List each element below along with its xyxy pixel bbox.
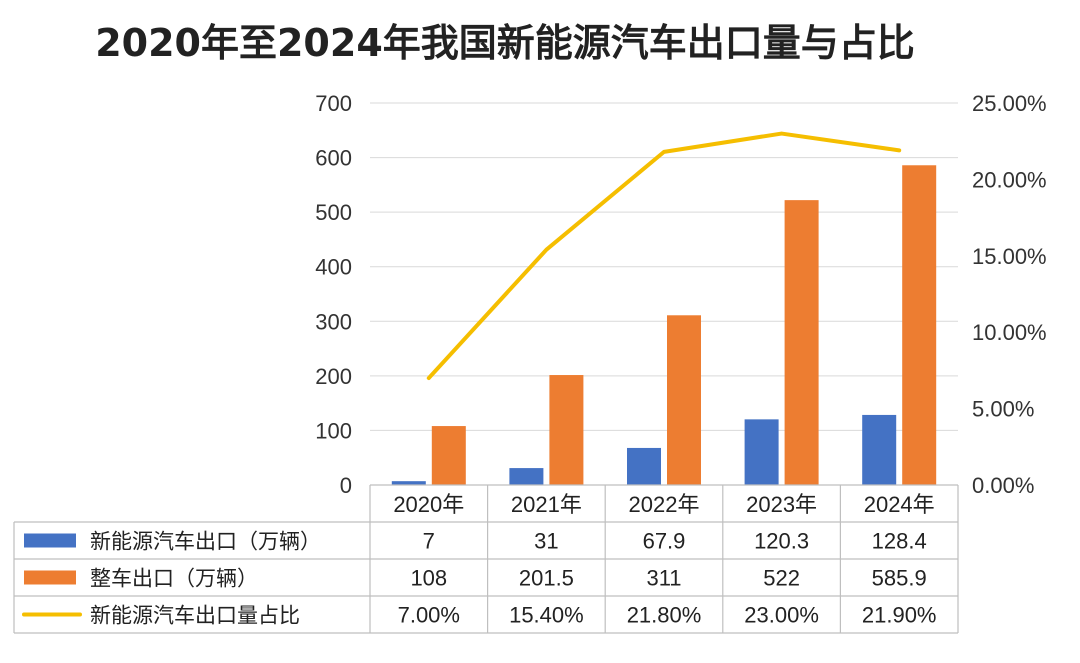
- bars: [391, 165, 937, 486]
- y-left-tick-label: 100: [315, 418, 352, 443]
- series-name: 新能源汽车出口（万辆）: [90, 530, 321, 554]
- data-label: 23.00%: [744, 603, 819, 628]
- bar: [902, 165, 937, 486]
- category-label: 2023年: [746, 492, 817, 517]
- gridlines: [370, 102, 958, 431]
- data-label: 311: [646, 566, 681, 591]
- bar: [431, 426, 466, 485]
- y-right-tick-label: 20.00%: [972, 167, 1047, 192]
- y-left-tick-label: 400: [315, 255, 352, 280]
- bar: [391, 481, 426, 485]
- bar: [744, 419, 779, 485]
- ratio-line: [426, 131, 902, 381]
- data-label: 7.00%: [398, 603, 460, 628]
- ratio-line-path: [426, 131, 902, 381]
- y-axis-right: 0.00% 5.00% 10.00% 15.00% 20.00% 25.00%: [972, 91, 1047, 498]
- data-label: 31: [534, 529, 558, 554]
- data-label: 67.9: [643, 529, 686, 554]
- line-point: [544, 248, 548, 252]
- series-name: 整车出口（万辆）: [90, 567, 258, 591]
- category-label: 2024年: [864, 492, 935, 517]
- data-label: 128.4: [872, 529, 927, 554]
- legend-swatch: [24, 533, 76, 548]
- category-label: 2020年: [393, 492, 464, 517]
- y-left-tick-label: 600: [315, 146, 352, 171]
- y-axis-left: 0 100 200 300 400 500 600 700: [315, 91, 352, 498]
- y-left-tick-label: 700: [315, 91, 352, 116]
- category-label: 2021年: [511, 492, 582, 517]
- data-label: 21.90%: [862, 603, 937, 628]
- chart-title: 2020年至2024年我国新能源汽车出口量与占比: [95, 21, 915, 65]
- data-label: 108: [410, 566, 447, 591]
- bar: [509, 468, 544, 485]
- bar: [627, 447, 661, 485]
- data-label: 21.80%: [627, 603, 702, 628]
- line-point: [780, 132, 784, 136]
- y-left-tick-label: 300: [315, 309, 352, 334]
- data-label: 120.3: [754, 529, 809, 554]
- y-left-tick-label: 0: [340, 473, 352, 498]
- line-point: [662, 150, 666, 154]
- y-left-tick-label: 200: [315, 364, 352, 389]
- legend-swatch: [24, 570, 76, 585]
- y-right-tick-label: 25.00%: [972, 91, 1047, 116]
- data-label: 15.40%: [509, 603, 584, 628]
- y-right-tick-label: 10.00%: [972, 320, 1047, 345]
- data-label: 522: [763, 566, 800, 591]
- data-label: 7: [423, 529, 435, 554]
- y-right-tick-label: 15.00%: [972, 244, 1047, 269]
- data-label: 201.5: [519, 566, 574, 591]
- bar: [862, 414, 897, 485]
- y-right-tick-label: 0.00%: [972, 473, 1034, 498]
- series-name: 新能源汽车出口量占比: [90, 604, 300, 628]
- category-label: 2022年: [629, 492, 700, 517]
- line-point: [427, 376, 431, 380]
- bar: [549, 375, 584, 485]
- y-right-tick-label: 5.00%: [972, 397, 1034, 422]
- y-left-tick-label: 500: [315, 200, 352, 225]
- bar: [784, 200, 819, 485]
- line-point: [897, 148, 901, 152]
- bar: [667, 315, 701, 485]
- data-label: 585.9: [872, 566, 927, 591]
